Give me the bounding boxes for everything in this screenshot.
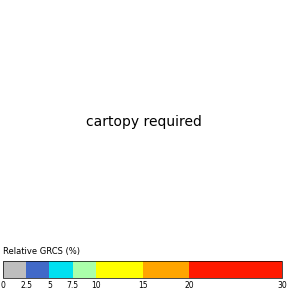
Bar [3, 261, 26, 278]
Text: 20: 20 [184, 281, 194, 290]
Bar [3, 261, 282, 278]
Text: Relative GRCS (%): Relative GRCS (%) [3, 247, 80, 256]
Text: 10: 10 [91, 281, 101, 290]
Bar [73, 261, 96, 278]
Bar [50, 261, 73, 278]
Bar [26, 261, 50, 278]
Text: 2.5: 2.5 [20, 281, 32, 290]
Text: 5: 5 [47, 281, 52, 290]
Bar [143, 261, 189, 278]
Text: 0: 0 [1, 281, 5, 290]
Text: 30: 30 [277, 281, 287, 290]
Text: 15: 15 [138, 281, 147, 290]
Bar [96, 261, 143, 278]
Text: 7.5: 7.5 [67, 281, 79, 290]
Text: cartopy required: cartopy required [86, 115, 202, 128]
Bar [189, 261, 282, 278]
